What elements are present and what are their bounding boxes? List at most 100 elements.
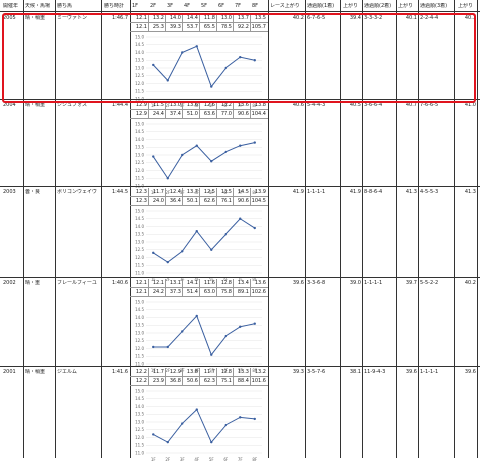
cell-cumulative: 65.5 (203, 24, 215, 30)
lap-chart-svg: 11.0 11.5 12.0 12.5 13.0 13.5 14.0 14.5 15.0 1F 2F… (135, 121, 262, 195)
cell-pass-3rd: 2-2-4-4 (420, 15, 439, 21)
x-tick-label: 5F (209, 103, 215, 108)
header-last-1st: 上がり (343, 3, 359, 9)
cell-pass-1st: 1-1-1-1 (307, 189, 326, 195)
data-point (181, 422, 184, 425)
cell-cumulative: 24.0 (152, 198, 164, 204)
cell-lap: 14.5 (237, 189, 249, 195)
y-tick-label: 15.0 (135, 121, 144, 126)
cell-last-2nd: 40.7 (405, 102, 417, 108)
x-tick-label: 7F (238, 368, 244, 373)
y-tick-label: 11.0 (135, 96, 144, 101)
y-tick-label: 14.5 (135, 216, 144, 221)
cell-lap: 13.8 (254, 102, 266, 108)
cell-last-1st: 41.9 (349, 189, 361, 195)
y-tick-label: 12.5 (135, 338, 144, 343)
x-tick-label: 5F (209, 368, 215, 373)
highlight-box-2005 (2, 13, 476, 103)
header-year: 開催年 (3, 3, 19, 9)
data-point (152, 155, 155, 158)
cell-cumulative: 24.4 (152, 111, 164, 117)
x-tick-label: 4F (194, 103, 200, 108)
x-tick-label: 8F (252, 277, 258, 282)
cell-cumulative: 24.2 (152, 289, 164, 295)
cell-pass-2nd: 11-9-4-3 (364, 369, 386, 375)
y-tick-label: 14.0 (135, 224, 144, 229)
lap-chart-svg: 11.0 11.5 12.0 12.5 13.0 13.5 14.0 14.5 15.0 1F 2F… (135, 299, 262, 373)
y-tick-label: 14.5 (135, 129, 144, 134)
cell-cumulative: 104.4 (251, 111, 266, 117)
y-tick-label: 11.5 (135, 443, 144, 448)
cell-winner: ジエルム (57, 369, 77, 375)
x-tick-label: 1F (151, 277, 157, 282)
x-tick-label: 1F (151, 103, 157, 108)
cell-cumulative: 25.3 (152, 24, 164, 30)
data-point (195, 45, 198, 48)
y-tick-label: 15.0 (135, 299, 144, 304)
y-tick-label: 13.0 (135, 419, 144, 424)
y-tick-label: 13.0 (135, 65, 144, 70)
cell-lap: 12.8 (220, 280, 232, 286)
cell-time: 1:44.4 (112, 102, 128, 108)
cell-year: 2002 (3, 280, 16, 286)
lap-chart-svg: 11.0 11.5 12.0 12.5 13.0 13.5 14.0 14.5 15.0 1F 2F… (135, 208, 262, 282)
cell-lap: 12.6 (203, 102, 215, 108)
cell-last-2nd: 39.7 (405, 280, 417, 286)
data-point (210, 440, 213, 444)
cell-lap: 12.4 (169, 189, 181, 195)
data-point (224, 150, 227, 154)
data-point (181, 51, 184, 54)
header-pass-2nd: 通過順(2着) (364, 3, 392, 9)
series-line (153, 408, 255, 444)
cell-race-last: 40.2 (292, 15, 304, 21)
y-tick-label: 12.0 (135, 346, 144, 351)
header-4f: 4F (184, 3, 191, 9)
data-point (253, 417, 256, 421)
data-point (181, 330, 184, 333)
header-last-2nd: 上がり (398, 3, 414, 9)
cell-cumulative: 89.1 (237, 289, 249, 295)
cell-cumulative: 12.1 (135, 24, 147, 30)
data-point (210, 353, 213, 356)
x-tick-label: 2F (165, 368, 171, 373)
y-tick-label: 11.5 (135, 176, 144, 181)
y-tick-label: 14.5 (135, 42, 144, 47)
y-tick-label: 13.5 (135, 58, 144, 63)
cell-cumulative: 37.3 (169, 289, 181, 295)
cell-last-1st: 40.5 (349, 102, 361, 108)
cell-pass-2nd: 3-3-3-2 (364, 15, 383, 21)
cell-pass-3rd: 4-5-5-3 (420, 189, 439, 195)
cell-cumulative: 63.6 (203, 111, 215, 117)
cell-cumulative: 105.7 (251, 24, 266, 30)
lap-chart: 11.0 11.5 12.0 12.5 13.0 13.5 14.0 14.5 15.0 1F 2F… (132, 387, 268, 463)
cell-lap: 11.7 (152, 369, 164, 375)
header-6f: 6F (218, 3, 225, 9)
data-point (224, 423, 227, 427)
cell-cumulative: 88.4 (237, 378, 249, 384)
y-tick-label: 12.5 (135, 160, 144, 165)
cell-pass-3rd: 5-5-2-2 (420, 280, 439, 286)
x-tick-label: 8F (252, 190, 258, 195)
lap-chart: 11.0 11.5 12.0 12.5 13.0 13.5 14.0 14.5 15.0 1F 2F… (132, 120, 268, 196)
header-5f: 5F (201, 3, 208, 9)
y-tick-label: 14.5 (135, 396, 144, 401)
data-point (166, 440, 169, 444)
series-line (152, 218, 256, 263)
cell-race-last: 39.3 (292, 369, 304, 375)
header-7f: 7F (235, 3, 242, 9)
data-point (253, 141, 256, 144)
series-line (152, 142, 255, 180)
cell-cumulative: 51.0 (186, 111, 198, 117)
cell-cumulative: 63.0 (203, 289, 215, 295)
cell-pass-2nd: 3-6-6-4 (364, 102, 383, 108)
cell-pass-1st: 5-4-4-3 (307, 102, 326, 108)
cell-cumulative: 101.6 (251, 378, 266, 384)
cell-cumulative: 77.0 (220, 111, 232, 117)
y-tick-label: 12.0 (135, 435, 144, 440)
cell-lap: 13.9 (254, 189, 266, 195)
x-tick-label: 6F (223, 103, 229, 108)
data-point (239, 217, 242, 220)
x-tick-label: 1F (151, 368, 157, 373)
cell-lap: 12.5 (203, 189, 215, 195)
